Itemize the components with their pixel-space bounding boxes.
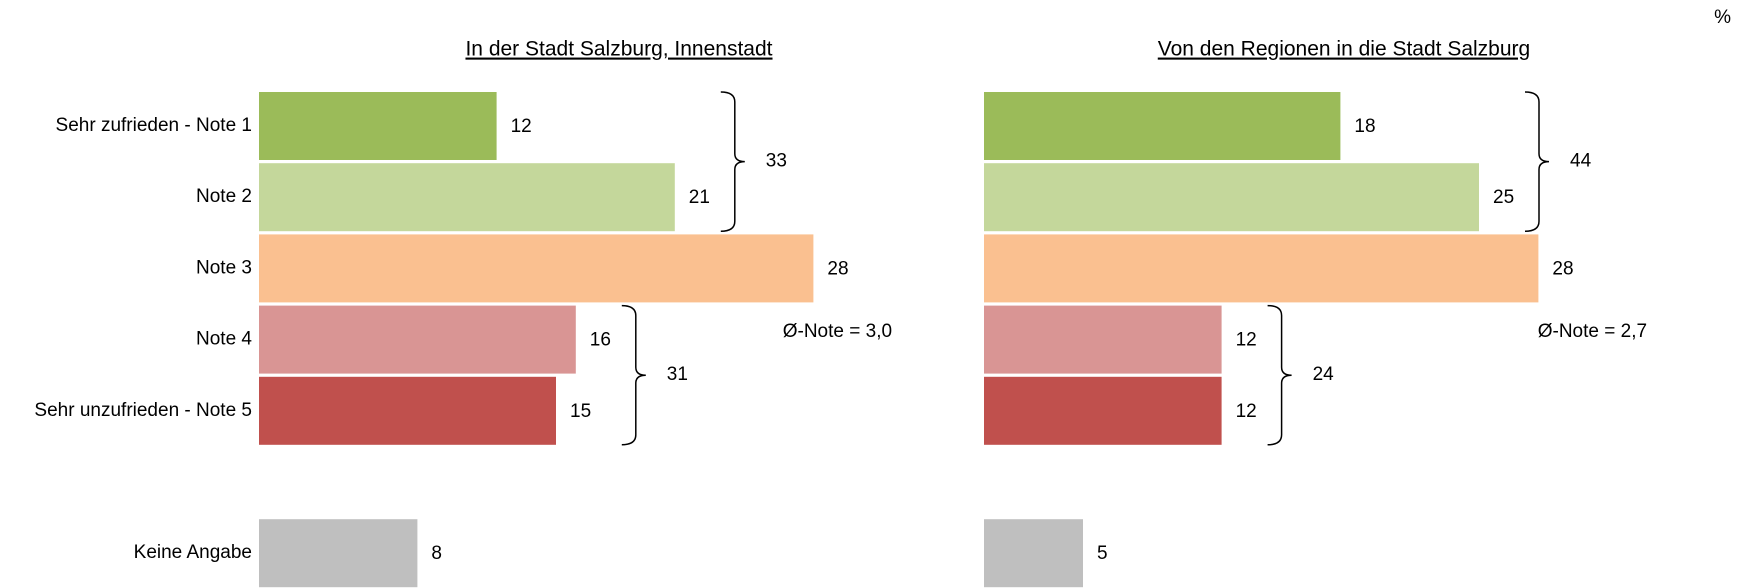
value-label: 18 bbox=[1354, 116, 1375, 137]
value-label: 8 bbox=[431, 543, 442, 564]
group-total: 44 bbox=[1570, 151, 1592, 172]
value-label: 12 bbox=[1236, 330, 1257, 351]
value-label: 12 bbox=[1236, 401, 1257, 422]
bar bbox=[259, 163, 675, 232]
category-label: Note 3 bbox=[196, 257, 252, 278]
value-label: 16 bbox=[590, 330, 611, 351]
unit-label: % bbox=[1714, 7, 1731, 28]
bar bbox=[984, 519, 1083, 588]
bar bbox=[259, 305, 576, 374]
annotation: Ø-Note = 3,0 bbox=[783, 321, 892, 342]
category-label: Sehr unzufrieden - Note 5 bbox=[34, 400, 252, 421]
bar bbox=[259, 92, 497, 160]
panel-title: Von den Regionen in die Stadt Salzburg bbox=[1158, 38, 1530, 61]
bar bbox=[984, 234, 1539, 303]
category-label: Note 4 bbox=[196, 329, 252, 350]
group-total: 24 bbox=[1313, 364, 1335, 385]
value-label: 21 bbox=[689, 187, 710, 208]
group-total: 33 bbox=[766, 151, 787, 172]
group-bracket bbox=[1524, 91, 1550, 232]
group-bracket bbox=[720, 91, 745, 232]
bar bbox=[259, 376, 556, 445]
value-label: 28 bbox=[1552, 258, 1573, 279]
bar bbox=[984, 376, 1222, 445]
category-label: Keine Angabe bbox=[134, 542, 252, 563]
group-bracket bbox=[621, 304, 646, 446]
group-bracket bbox=[1267, 304, 1292, 446]
bar bbox=[259, 234, 814, 303]
bar bbox=[984, 305, 1222, 374]
group-total: 31 bbox=[667, 364, 688, 385]
bar bbox=[984, 92, 1341, 160]
value-label: 12 bbox=[511, 116, 532, 137]
value-label: 5 bbox=[1097, 543, 1108, 564]
panel-title: In der Stadt Salzburg, Innenstadt bbox=[465, 38, 772, 61]
category-label: Note 2 bbox=[196, 186, 252, 207]
value-label: 28 bbox=[827, 258, 848, 279]
category-label: Sehr zufrieden - Note 1 bbox=[56, 115, 252, 136]
value-label: 15 bbox=[570, 401, 591, 422]
annotation: Ø-Note = 2,7 bbox=[1538, 321, 1647, 342]
bar bbox=[259, 519, 418, 588]
bar bbox=[984, 163, 1479, 232]
value-label: 25 bbox=[1493, 187, 1514, 208]
